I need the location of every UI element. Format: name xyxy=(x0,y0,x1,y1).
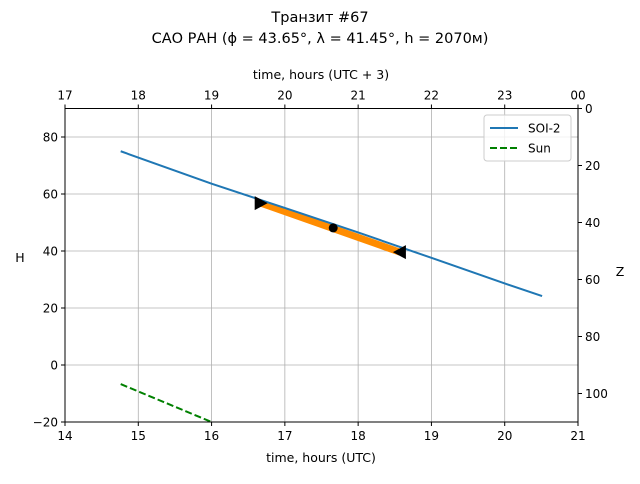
y-tick-label: 80 xyxy=(43,131,58,145)
right-y-tick-label: 20 xyxy=(585,159,600,173)
y-axis-label: H xyxy=(15,250,24,265)
top-x-tick-label: 23 xyxy=(497,89,512,103)
x-tick-label: 17 xyxy=(277,429,292,443)
right-y-tick-label: 100 xyxy=(585,387,608,401)
top-x-axis-label: time, hours (UTC + 3) xyxy=(253,67,389,82)
series-line-soi-2 xyxy=(120,150,543,297)
right-y-tick-label: 0 xyxy=(585,102,593,116)
y-tick-label: 20 xyxy=(43,302,58,316)
x-tick-label: 18 xyxy=(351,429,366,443)
start-marker xyxy=(254,196,268,211)
right-y-tick-label: 60 xyxy=(585,273,600,287)
right-y-axis-label: Z xyxy=(616,264,625,279)
y-tick-label: 0 xyxy=(50,359,58,373)
legend-label: Sun xyxy=(528,142,551,156)
top-x-tick-label: 21 xyxy=(351,89,366,103)
chart-subtitle: САО РАН (ϕ = 43.65°, λ = 41.45°, h = 207… xyxy=(152,31,489,47)
x-tick-label: 19 xyxy=(424,429,439,443)
series-line-sun xyxy=(120,383,212,423)
midpoint-marker xyxy=(328,223,338,233)
legend-box xyxy=(483,114,572,162)
y-tick-label: 40 xyxy=(43,245,58,259)
chart-title: Транзит #67 xyxy=(270,10,368,26)
x-tick-label: 14 xyxy=(57,429,72,443)
legend: SOI-2 Sun xyxy=(483,114,572,162)
plot-frame xyxy=(64,108,579,423)
top-x-tick-label: 20 xyxy=(277,89,292,103)
top-x-tick-label: 00 xyxy=(570,89,585,103)
y-tick-label: −20 xyxy=(33,416,58,430)
x-axis-label: time, hours (UTC) xyxy=(266,450,376,465)
right-y-tick-label: 40 xyxy=(585,216,600,230)
x-tick-label: 16 xyxy=(204,429,219,443)
end-marker xyxy=(392,245,406,260)
x-tick-label: 15 xyxy=(131,429,146,443)
top-x-tick-label: 19 xyxy=(204,89,219,103)
top-x-tick-label: 22 xyxy=(424,89,439,103)
x-tick-label: 21 xyxy=(570,429,585,443)
right-y-tick-label: 80 xyxy=(585,330,600,344)
x-tick-label: 20 xyxy=(497,429,512,443)
y-tick-label: 60 xyxy=(43,188,58,202)
top-x-tick-label: 18 xyxy=(131,89,146,103)
top-x-tick-label: 17 xyxy=(57,89,72,103)
legend-label: SOI-2 xyxy=(528,122,561,136)
